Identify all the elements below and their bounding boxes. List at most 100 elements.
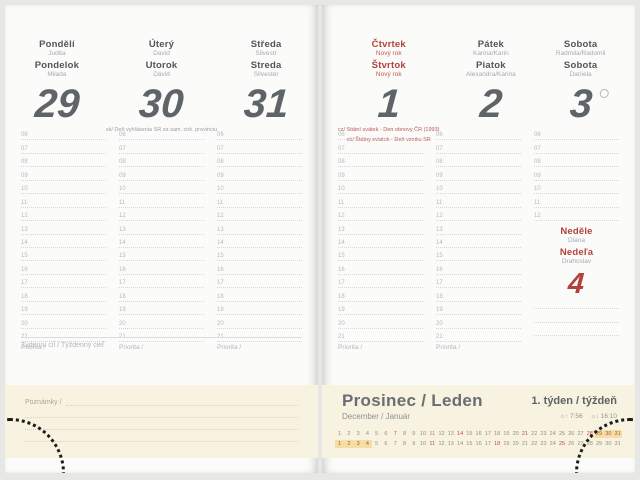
hour-row: 17 — [436, 275, 521, 289]
hour-label: 15 — [119, 253, 126, 260]
day-header: Sobota Radmila/Radomil Sobota Daniela 3 — [542, 39, 619, 145]
nameday-sk: Drahoslav — [561, 257, 592, 265]
hour-label: 09 — [217, 172, 224, 179]
sunday-row — [534, 296, 619, 310]
hour-label: 13 — [338, 226, 345, 233]
calendar-day: 3 — [356, 431, 360, 437]
day-name-sk: Nedeľa — [559, 246, 594, 258]
calendar-day: 12 — [438, 441, 445, 447]
hour-label: 11 — [436, 199, 443, 206]
hour-label: 07 — [217, 145, 224, 152]
week-number-label: 1. týden / týždeň — [531, 395, 617, 407]
hour-row: 10 — [119, 181, 204, 195]
hour-label: 14 — [119, 239, 126, 246]
hour-row: 12 — [217, 208, 302, 222]
hour-row: 19 — [338, 302, 423, 316]
hour-label: 15 — [436, 253, 443, 260]
hour-row: 12 — [534, 208, 619, 222]
hour-label: 13 — [217, 226, 224, 233]
hour-label: 07 — [119, 145, 126, 152]
calendar-day: 6 — [384, 431, 388, 437]
day-name-sk: Utorok — [145, 59, 178, 71]
hour-row: 14 — [436, 235, 521, 248]
hour-label: 16 — [338, 266, 345, 273]
hour-row: 15 — [119, 248, 204, 262]
hour-row: 07 — [21, 140, 106, 154]
hour-label: 18 — [119, 293, 126, 300]
notes-line — [25, 429, 298, 442]
hour-row: 08 — [338, 154, 423, 168]
day-name-cz: Středa — [250, 39, 282, 50]
notes-row — [25, 418, 298, 430]
hour-row: 09 — [534, 167, 619, 181]
day-name-cz: Pátek — [477, 39, 505, 50]
hour-label: 12 — [534, 213, 541, 220]
hour-label: 21 — [338, 334, 345, 340]
calendar-day: 26 — [568, 441, 575, 447]
hour-row: 12 — [21, 208, 106, 222]
page-left: Pondělí Judita Pondelok Milada 29 Úterý David U… — [5, 5, 318, 473]
sunset-time: 16:10 — [600, 413, 617, 420]
day-column: 06 07 08 09 10 11 12 Neděle Diana Nedeľa Drahoslav… — [534, 127, 619, 351]
hour-label: 11 — [21, 199, 28, 206]
hour-label: 20 — [436, 320, 443, 327]
hour-label: 11 — [534, 199, 541, 206]
day-name-sk: Streda — [250, 59, 282, 71]
left-hour-grid: 06 07 08 09 10 11 12 13 14 15 16 17 18 19 20 21 Priorita… — [21, 127, 302, 351]
hour-row: 06 — [534, 127, 619, 141]
hour-label: 06 — [436, 132, 443, 139]
hour-label: 09 — [436, 172, 443, 179]
hour-label: 17 — [436, 280, 443, 287]
calendar-day: 4 — [362, 440, 373, 448]
hour-label: 06 — [338, 132, 345, 139]
hour-label: 12 — [338, 213, 345, 220]
hour-row: 18 — [21, 288, 106, 302]
calendar-day: 8 — [402, 441, 407, 447]
hour-label: 08 — [21, 159, 28, 166]
hour-label: 06 — [21, 132, 28, 139]
nameday-cz: Diana — [568, 237, 585, 245]
hour-label: 11 — [217, 199, 224, 206]
hour-row: 18 — [217, 288, 302, 302]
hour-row: 12 — [436, 208, 521, 222]
calendar-day: 21 — [521, 441, 528, 447]
hour-row: 19 — [217, 302, 302, 316]
hour-label: 08 — [534, 159, 541, 166]
calendar-day: 21 — [521, 431, 528, 437]
day-name-cz: Sobota — [563, 39, 598, 50]
day-name-sk: Pondelok — [34, 59, 80, 71]
calendar-day: 16 — [475, 441, 482, 447]
notes-row: Poznámky / — [25, 394, 298, 406]
hour-label: 14 — [217, 239, 224, 246]
calendar-day: 11 — [429, 431, 436, 437]
hour-label: 15 — [217, 253, 224, 260]
calendar-day: 4 — [365, 431, 369, 437]
hour-row: 11 — [119, 194, 204, 208]
month-title: Prosinec / Leden — [342, 391, 483, 410]
hour-row: 19 — [21, 302, 106, 316]
calendar-day: 15 — [466, 431, 473, 437]
date-number: 2 — [478, 82, 504, 127]
hour-row: 17 — [217, 275, 302, 289]
nameday-cz: David — [153, 50, 170, 58]
hour-row: 10 — [217, 181, 302, 195]
notes-row — [25, 406, 298, 418]
day-column: 06 07 08 09 10 11 12 13 14 15 16 17 18 19 20 21 Priorita… — [217, 127, 302, 351]
calendar-day: 7 — [393, 441, 397, 447]
notes-line — [65, 393, 298, 406]
calendar-day: 1 — [338, 431, 342, 437]
calendar-day: 1 — [335, 440, 345, 448]
hour-label: 20 — [119, 320, 126, 327]
hour-row: 06 — [436, 127, 521, 141]
hour-label: 16 — [436, 266, 443, 273]
hour-label: 19 — [21, 307, 28, 314]
calendar-day: 19 — [503, 431, 510, 437]
hour-row: 16 — [21, 261, 106, 275]
hour-row: 06 — [217, 127, 302, 141]
calendar-day: 17 — [484, 431, 491, 437]
nameday-cz: Radmila/Radomil — [555, 50, 606, 58]
hour-row: 13 — [217, 221, 302, 235]
day-column: 06 07 08 09 10 11 12 13 14 15 16 17 18 19 20 21 Priorita… — [119, 127, 204, 351]
hour-row: 20 — [119, 315, 204, 329]
hour-row: 12 — [119, 208, 204, 222]
